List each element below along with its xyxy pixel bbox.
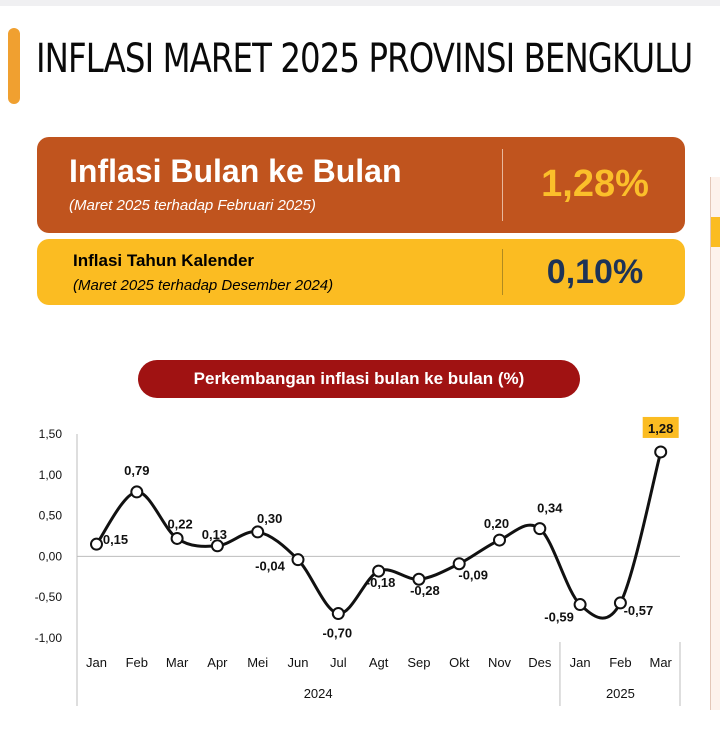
x-tick-label: Jun (288, 655, 309, 670)
data-point (331, 607, 345, 621)
year-label: 2025 (606, 686, 635, 701)
data-label: -0,18 (366, 575, 396, 590)
top-strip (0, 0, 720, 6)
highlight-label-box (642, 416, 679, 438)
x-tick-label: Apr (207, 655, 228, 670)
data-label: 0,22 (167, 516, 192, 531)
mtm-card-subtitle: (Maret 2025 terhadap Februari 2025) (69, 197, 316, 214)
x-tick-label: Jan (86, 655, 107, 670)
x-tick-label: Agt (369, 655, 389, 670)
data-point (210, 539, 224, 553)
mtm-inflation-value: 1,28% (541, 163, 649, 205)
y-tick-label: -0,50 (35, 590, 63, 604)
data-point (613, 596, 627, 610)
ytd-card-subtitle: (Maret 2025 terhadap Desember 2024) (73, 277, 334, 294)
mtm-card-divider (502, 149, 503, 221)
data-label: -0,59 (544, 610, 574, 625)
ytd-card-title: Inflasi Tahun Kalender (73, 251, 255, 270)
data-label: 1,28 (648, 421, 673, 436)
x-tick-label: Mar (166, 655, 189, 670)
page-title: INFLASI MARET 2025 PROVINSI BENGKULU (36, 36, 693, 82)
y-tick-label: 1,00 (39, 468, 63, 482)
data-point (493, 533, 506, 547)
data-point (90, 537, 103, 551)
data-point (452, 557, 466, 571)
data-label: -0,57 (624, 603, 654, 618)
x-tick-label: Jul (330, 655, 347, 670)
data-label: 0,13 (202, 527, 227, 542)
x-tick-label: Feb (609, 655, 631, 670)
data-point (573, 598, 587, 612)
chart-title: Perkembangan inflasi bulan ke bulan (%) (138, 360, 580, 398)
title-accent-bar (8, 28, 20, 104)
y-tick-label: 1,50 (39, 427, 63, 441)
data-label: -0,04 (255, 559, 285, 574)
x-tick-label: Okt (449, 655, 470, 670)
data-label: -0,28 (410, 583, 440, 598)
right-side-panel (710, 177, 720, 710)
data-label: 0,79 (124, 463, 149, 478)
x-tick-label: Feb (126, 655, 148, 670)
data-label: 0,30 (257, 511, 282, 526)
data-point (654, 445, 668, 459)
data-point (170, 531, 184, 545)
x-tick-label: Mar (650, 655, 673, 670)
ytd-inflation-value: 0,10% (546, 253, 644, 291)
mtm-inflation-card: Inflasi Bulan ke Bulan (Maret 2025 terha… (37, 137, 685, 233)
data-point (533, 522, 547, 536)
data-label: 0,34 (537, 501, 563, 516)
data-label: -0,09 (458, 568, 488, 583)
data-label: 0,20 (484, 516, 509, 531)
data-point (372, 564, 386, 578)
data-point (251, 525, 265, 539)
x-tick-label: Sep (407, 655, 430, 670)
data-point (412, 572, 426, 586)
ytd-card-divider (502, 249, 503, 295)
x-tick-label: Des (528, 655, 552, 670)
right-panel-header (711, 217, 720, 247)
year-label: 2024 (304, 686, 333, 701)
data-label: 0,15 (103, 532, 128, 547)
y-tick-label: 0,50 (39, 509, 63, 523)
x-tick-label: Nov (488, 655, 512, 670)
ytd-inflation-card: Inflasi Tahun Kalender (Maret 2025 terha… (37, 239, 685, 305)
inflation-line-chart: 1,50 1,00 0,50 0,00 -0,50 -1,00 Jan Feb Mar Apr Me… (35, 416, 681, 706)
x-tick-label: Mei (247, 655, 268, 670)
x-tick-label: Jan (570, 655, 591, 670)
y-tick-label: 0,00 (39, 549, 63, 563)
data-label: -0,70 (322, 626, 352, 641)
data-point (291, 553, 305, 567)
y-tick-label: -1,00 (35, 631, 63, 645)
data-point (130, 485, 144, 499)
mtm-card-title: Inflasi Bulan ke Bulan (69, 153, 402, 189)
